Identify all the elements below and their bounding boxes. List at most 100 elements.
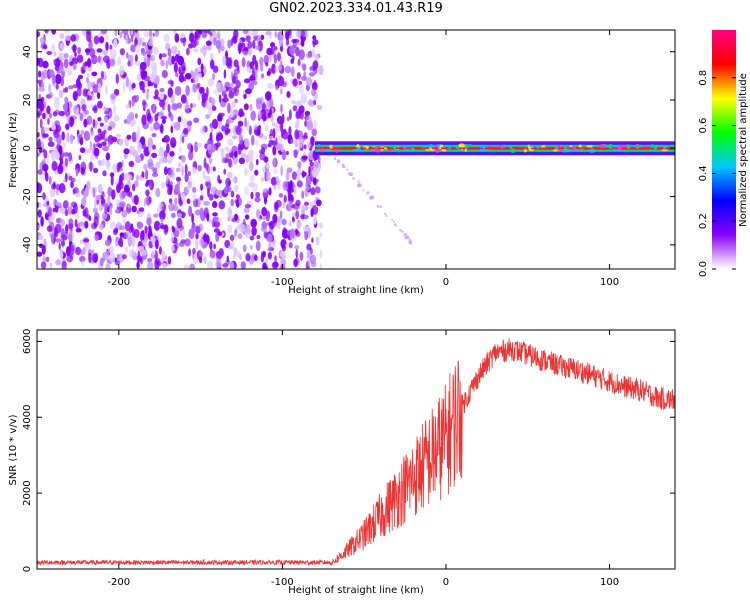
spectrogram-noise-speckle: [38, 87, 45, 92]
spectrogram-noise-speckle: [161, 250, 166, 259]
spectrogram-noise-speckle: [228, 158, 232, 168]
spectrogram-noise-speckle: [146, 108, 151, 120]
spectrogram-noise-speckle: [267, 82, 274, 90]
spectrogram-noise-speckle: [313, 160, 319, 169]
spectrogram-signal-speckle: [476, 149, 479, 152]
spectrogram-signal-speckle: [641, 145, 648, 148]
spectrogram-noise-speckle: [130, 44, 137, 53]
spectrogram-noise-speckle: [217, 30, 221, 35]
colorbar-ticks: 0.0 0.2 0.4 0.6 0.8: [698, 70, 736, 277]
spectrogram-noise-speckle: [224, 93, 228, 99]
spectrogram-noise-speckle: [83, 238, 90, 243]
spectrogram-noise-speckle: [259, 152, 266, 161]
spectrogram-noise-speckle: [241, 57, 246, 68]
spectrogram-noise-speckle: [102, 202, 108, 208]
spectrogram-noise-speckle: [290, 58, 295, 64]
spectrogram-noise-speckle: [311, 128, 318, 137]
spectrogram-noise-speckle: [153, 121, 161, 131]
spectrogram-noise-speckle: [52, 111, 58, 117]
spectrogram-noise-speckle: [42, 112, 46, 120]
spectrogram-noise-speckle: [109, 48, 117, 58]
spectrogram-noise-speckle: [63, 152, 70, 157]
spectrogram-signal-speckle: [436, 144, 440, 149]
spectrogram-noise-speckle: [270, 114, 274, 122]
spectrogram-noise-speckle: [272, 122, 276, 127]
spectrogram-noise-speckle: [252, 39, 256, 49]
spectrogram-noise-speckle: [287, 180, 295, 191]
spectrogram-noise-speckle: [143, 30, 150, 38]
spectrogram-noise-speckle: [170, 45, 178, 55]
spectrogram-noise-speckle: [275, 85, 279, 91]
spectrogram-noise-speckle: [202, 233, 208, 241]
spectrogram-noise-speckle: [93, 221, 97, 228]
spectrogram-noise-speckle: [46, 200, 50, 206]
spectrogram-noise-speckle: [319, 249, 323, 259]
spectrogram-noise-speckle: [115, 237, 120, 242]
spectrogram-noise-speckle: [296, 175, 301, 181]
spectrogram-noise-speckle: [105, 34, 109, 42]
spectrogram-noise-speckle: [238, 145, 242, 155]
spectrogram-noise-speckle: [170, 94, 175, 104]
colorbar-bar: [712, 30, 736, 269]
spectrogram-noise-speckle: [294, 184, 297, 195]
spectrogram-noise-speckle: [237, 233, 243, 240]
spectrogram-noise-speckle: [136, 261, 140, 269]
spectrogram-noise-speckle: [238, 134, 243, 145]
spectrogram-noise-speckle: [304, 201, 309, 206]
spectrogram-noise-speckle: [303, 225, 310, 232]
spectrogram-noise-speckle: [119, 48, 125, 56]
spectrogram-noise-speckle: [151, 144, 156, 150]
spectrogram-noise-speckle: [165, 59, 169, 70]
spectrogram-noise-speckle: [231, 100, 236, 108]
spectrogram-noise-speckle: [313, 215, 317, 225]
spectrogram-noise-speckle: [306, 141, 311, 150]
spectrogram-noise-speckle: [93, 35, 100, 45]
spectrogram-noise-speckle: [289, 109, 292, 120]
spectrogram-noise-speckle: [196, 142, 203, 148]
spectrogram-noise-speckle: [288, 30, 292, 36]
colorbar: 0.0 0.2 0.4 0.6 0.8 Normalized spectral ampl…: [698, 30, 749, 277]
spectrogram-noise-speckle: [319, 263, 322, 269]
spectrogram-noise-speckle: [228, 112, 235, 118]
spectrogram-noise-speckle: [174, 242, 179, 250]
spectrogram-noise-speckle: [107, 141, 111, 148]
spectrogram-noise-speckle: [195, 30, 202, 39]
colorbar-label: Normalized spectral amplitude: [738, 73, 749, 227]
spectrogram-noise-speckle: [273, 46, 278, 51]
spectrogram-noise-speckle: [43, 96, 47, 103]
spectrogram-noise-speckle: [250, 110, 256, 121]
spectrogram-noise-speckle: [84, 242, 92, 250]
spectrogram-noise-speckle: [48, 112, 53, 119]
spectrogram-noise-speckle: [310, 136, 315, 144]
spectrogram-noise-speckle: [79, 255, 86, 263]
spectrogram-noise-speckle: [290, 204, 296, 209]
spectrogram-noise-speckle: [289, 228, 295, 239]
spectrogram-noise-speckle: [196, 83, 200, 90]
spectrogram-noise-speckle: [215, 134, 220, 142]
spectrogram-noise-speckle: [306, 249, 311, 260]
spectrogram-noise-speckle: [289, 45, 295, 56]
spectrogram-noise-speckle: [113, 114, 120, 122]
spectrogram-noise-speckle: [187, 170, 191, 177]
spectrogram-noise-speckle: [228, 91, 235, 99]
spectrogram-noise-speckle: [59, 218, 65, 227]
spectrogram-noise-speckle: [233, 68, 240, 75]
spectrogram-noise-speckle: [136, 134, 140, 145]
spectrogram-noise-speckle: [81, 69, 85, 74]
spectrogram-noise-speckle: [151, 167, 155, 172]
spectrogram-noise-speckle: [116, 162, 120, 173]
spectrogram-x-tick-label: 100: [600, 277, 619, 288]
spectrogram-noise-speckle: [107, 126, 112, 131]
spectrogram-y-label: Frequency (Hz): [8, 112, 19, 188]
spectrogram-noise-speckle: [210, 52, 214, 62]
spectrogram-noise-speckle: [244, 186, 250, 195]
spectrogram-noise-speckle: [297, 58, 301, 67]
snr-series-line: [37, 338, 675, 567]
spectrogram-noise-speckle: [62, 200, 69, 209]
spectrogram-noise-speckle: [212, 166, 216, 172]
spectrogram-noise-speckle: [312, 42, 316, 48]
spectrogram-noise-speckle: [99, 122, 104, 127]
spectrogram-noise-speckle: [304, 110, 311, 117]
spectrogram-noise-speckle: [273, 184, 276, 191]
spectrogram-noise-speckle: [319, 222, 323, 229]
